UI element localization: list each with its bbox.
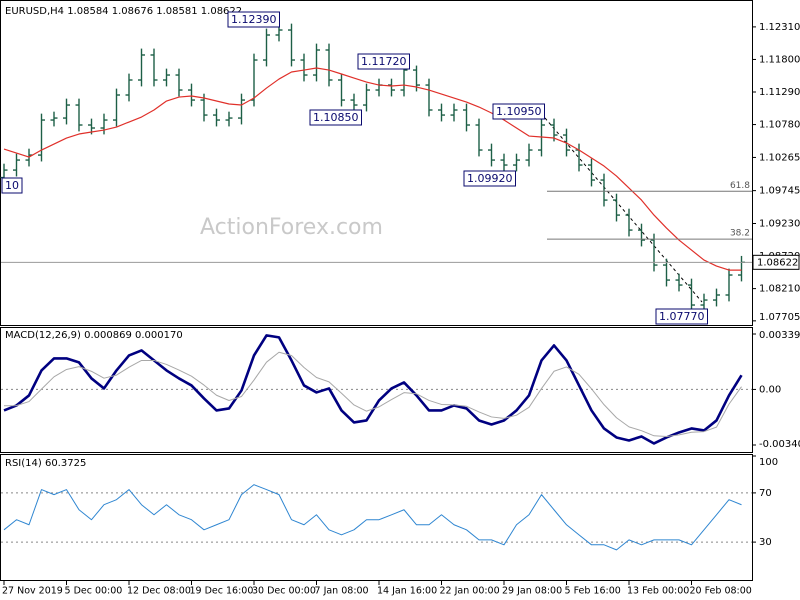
x-tick-label: 27 Nov 2019 [2,586,63,597]
macd-line [3,351,742,437]
current-price-label: 1.08622 [757,257,798,268]
y-tick-label: 1.10780 [759,120,800,131]
y-tick-label: 1.09230 [759,219,800,230]
y-tick-label: 100 [759,457,778,468]
x-tick-label: 22 Jan 00:00 [440,586,500,597]
annotation-box [1,177,23,194]
x-tick-label: 7 Jan 08:00 [315,586,369,597]
rsi-panel [0,454,753,581]
trend-line [544,117,703,303]
y-tick-label: 1.12310 [759,22,800,33]
y-tick-label: 1.07705 [759,312,800,323]
macd-title: MACD(12,26,9) 0.000869 0.000170 [5,330,183,341]
annotation-box [655,308,708,325]
x-tick-label: 5 Feb 16:00 [565,586,621,597]
watermark: ActionForex.com [200,215,383,240]
annotation-box [492,103,545,120]
fib-label: 38.2 [730,229,750,239]
annotation-box [227,11,280,28]
y-tick-label: -0.003404 [759,439,800,450]
macd-line [3,334,743,445]
y-tick-label: 1.10265 [759,152,800,163]
rsi-title: RSI(14) 60.3725 [5,458,86,469]
x-tick-label: 12 Dec 08:00 [127,586,191,597]
y-tick-label: 70 [759,488,772,499]
y-tick-label: 1.09745 [759,186,800,197]
annotation-box [463,170,516,187]
annotation: 1.07770 [659,310,705,323]
annotation: 1.09920 [467,172,513,185]
x-tick-label: 30 Dec 00:00 [252,586,316,597]
y-tick-label: 0.00 [759,384,781,395]
annotation-box [357,53,410,70]
x-tick-label: 29 Jan 08:00 [502,586,562,597]
moving-average [3,67,742,271]
macd-panel [0,327,753,453]
y-tick-label: 1.08210 [759,284,800,295]
y-tick-label: 1.11290 [759,87,800,98]
annotation: 10 [5,179,19,192]
x-tick-label: 5 Dec 00:00 [65,586,123,597]
annotation: 1.12390 [231,13,277,26]
current-price-box [752,254,800,270]
main-panel [0,0,753,326]
indicator-line [3,484,742,551]
x-tick-label: 13 Feb 00:00 [627,586,689,597]
y-tick-label: 0.003396 [759,330,800,341]
annotation: 1.11720 [361,55,407,68]
chart-title: EURUSD,H4 1.08584 1.08676 1.08581 1.0862… [5,6,242,17]
annotation: 1.10850 [313,111,359,124]
annotation: 1.10950 [496,105,542,118]
x-tick-label: 20 Feb 08:00 [690,586,752,597]
x-tick-label: 14 Jan 16:00 [377,586,437,597]
annotation-box [309,109,362,126]
fib-label: 61.8 [730,181,750,191]
y-tick-label: 1.11800 [759,54,800,65]
x-tick-label: 19 Dec 16:00 [190,586,254,597]
y-tick-label: 30 [759,537,772,548]
